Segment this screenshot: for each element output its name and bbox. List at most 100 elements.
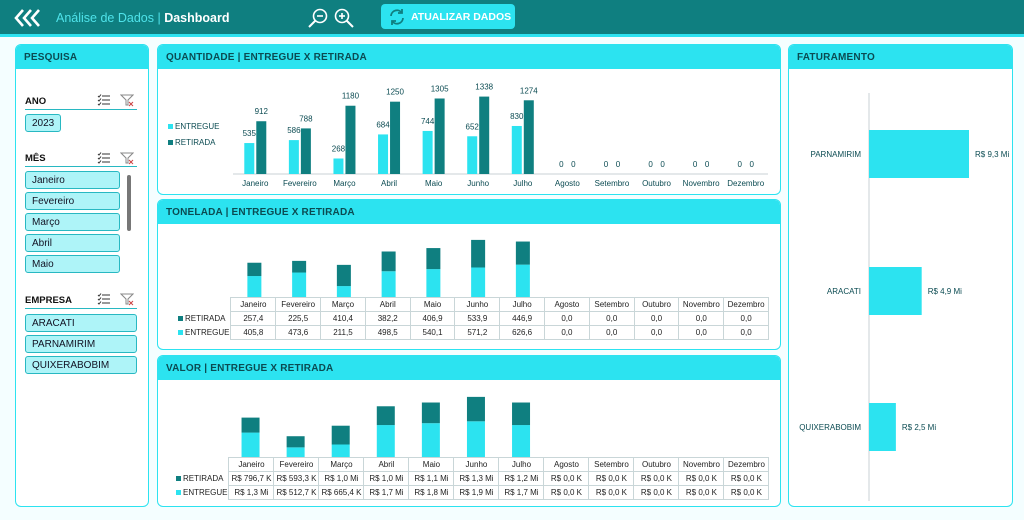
month-header: Junho — [453, 457, 500, 472]
tonelada-chart — [247, 239, 530, 297]
x-tick-label: Fevereiro — [283, 179, 317, 188]
table-cell: 0,0 — [723, 311, 770, 326]
refresh-icon — [390, 8, 404, 25]
clear-filter-icon[interactable] — [120, 292, 134, 306]
valor-title: VALOR | ENTREGUE X RETIRADA — [158, 356, 780, 380]
month-header: Março — [318, 457, 365, 472]
bar-retirada — [426, 248, 441, 270]
mes-divider — [25, 166, 137, 167]
category-label: ARACATI — [827, 287, 861, 296]
valor-table: Janeiro Fevereiro Março Abril Maio Junho Julho… — [174, 457, 770, 500]
data-label-entregue: 0 — [559, 160, 564, 169]
bar-retirada — [479, 96, 490, 174]
table-cell: 0,0 — [633, 325, 680, 340]
bar-entregue — [331, 444, 350, 457]
legend-swatch — [176, 490, 181, 496]
mes-scrollbar[interactable] — [127, 175, 131, 231]
table-cell: 406,9 — [409, 311, 456, 326]
ano-divider — [25, 109, 137, 110]
mes-label: MÊS — [25, 153, 46, 164]
legend-retirada-swatch — [168, 140, 173, 146]
month-header: Janeiro — [230, 297, 277, 312]
bar-entregue — [421, 423, 440, 457]
data-label-entregue: 586 — [287, 126, 301, 135]
app-name: Análise de Dados — [56, 11, 154, 25]
x-tick-label: Agosto — [555, 179, 580, 188]
table-cell: 382,2 — [364, 311, 411, 326]
table-cell: R$ 1,3 Mi — [228, 485, 275, 500]
empresa-option[interactable]: ARACATI — [25, 314, 137, 332]
month-header: Agosto — [544, 297, 590, 312]
table-cell: 405,8 — [230, 325, 277, 340]
data-label-retirada: 1338 — [475, 83, 493, 92]
table-cell: 225,5 — [275, 311, 322, 326]
bar-retirada — [331, 425, 350, 445]
table-cell: R$ 1,0 Mi — [318, 471, 365, 486]
data-label-entregue: 0 — [604, 160, 609, 169]
mes-option[interactable]: Maio — [25, 255, 120, 273]
bar-retirada — [523, 100, 534, 174]
row-label: ENTREGUE — [176, 326, 231, 340]
data-label-entregue: 535 — [243, 129, 257, 138]
data-label: R$ 2,5 Mi — [902, 423, 936, 432]
month-header: Dezembro — [723, 457, 770, 472]
zoom-in-icon[interactable] — [333, 7, 355, 29]
table-cell: R$ 1,7 Mi — [498, 485, 545, 500]
clear-filter-icon[interactable] — [120, 93, 134, 107]
legend-entregue-label: ENTREGUE — [175, 122, 220, 131]
mes-option[interactable]: Março — [25, 213, 120, 231]
ano-option-2023[interactable]: 2023 — [25, 114, 61, 132]
table-cell: 0,0 — [678, 311, 725, 326]
bar-retirada — [286, 436, 305, 448]
multi-select-icon[interactable] — [97, 151, 111, 165]
data-label-entregue: 268 — [332, 144, 346, 153]
row-label: ENTREGUE — [174, 486, 229, 500]
row-label: RETIRADA — [174, 472, 229, 486]
legend-swatch — [178, 330, 183, 336]
table-cell: R$ 0,0 K — [633, 485, 680, 500]
clear-filter-icon[interactable] — [120, 151, 134, 165]
table-cell: 0,0 — [723, 325, 770, 340]
refresh-data-button[interactable]: ATUALIZAR DADOS — [381, 4, 515, 29]
bar-retirada — [336, 264, 351, 287]
table-cell: R$ 0,0 K — [723, 471, 770, 486]
zoom-out-icon[interactable] — [307, 7, 329, 29]
empresa-option[interactable]: QUIXERABOBIM — [25, 356, 137, 374]
data-label-retirada: 0 — [571, 160, 576, 169]
legend-retirada-label: RETIRADA — [175, 138, 216, 147]
table-corner — [176, 298, 231, 312]
filter-panel: PESQUISA ANO 2023 MÊS Janeiro Fevereiro … — [15, 44, 149, 507]
mes-option[interactable]: Fevereiro — [25, 192, 120, 210]
table-cell: 211,5 — [320, 325, 366, 340]
table-cell: 498,5 — [364, 325, 411, 340]
table-cell: 257,4 — [230, 311, 277, 326]
table-cell: R$ 0,0 K — [588, 471, 635, 486]
bar-retirada — [241, 417, 260, 433]
bar-retirada — [515, 241, 530, 265]
multi-select-icon[interactable] — [97, 292, 111, 306]
month-header: Janeiro — [228, 457, 275, 472]
empresa-option[interactable]: PARNAMIRIM — [25, 335, 137, 353]
bar-entregue — [426, 269, 441, 297]
table-cell: R$ 1,0 Mi — [363, 471, 410, 486]
bar-retirada — [390, 101, 401, 174]
table-cell: R$ 796,7 K — [228, 471, 275, 486]
multi-select-icon[interactable] — [97, 93, 111, 107]
table-row: Janeiro Fevereiro Março Abril Maio Junho Julho… — [176, 297, 770, 312]
month-header: Julho — [499, 297, 546, 312]
mes-option[interactable]: Abril — [25, 234, 120, 252]
filter-panel-title: PESQUISA — [16, 45, 148, 69]
row-label-text: RETIRADA — [183, 474, 224, 483]
month-header: Fevereiro — [275, 297, 322, 312]
table-cell: 0,0 — [678, 325, 725, 340]
bar-entregue — [471, 267, 486, 297]
back-chevrons-icon[interactable] — [13, 8, 45, 28]
table-cell: R$ 593,3 K — [273, 471, 320, 486]
table-cell: 0,0 — [544, 325, 590, 340]
table-cell: R$ 1,1 Mi — [408, 471, 455, 486]
x-tick-label: Janeiro — [242, 179, 269, 188]
table-cell: 410,4 — [320, 311, 366, 326]
data-label-retirada: 788 — [299, 114, 313, 123]
mes-option[interactable]: Janeiro — [25, 171, 120, 189]
quantidade-panel: QUANTIDADE | ENTREGUE X RETIRADA ENTREGU… — [157, 44, 781, 195]
